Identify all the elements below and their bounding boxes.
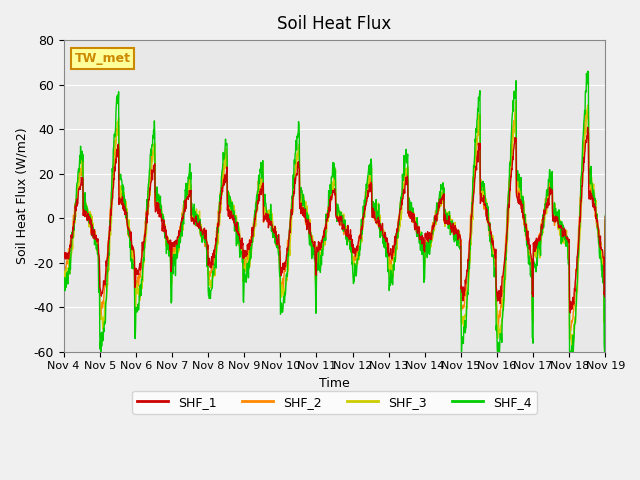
SHF_3 — [512, 98, 520, 104]
SHF_3 — [602, 218, 609, 224]
Text: TW_met: TW_met — [74, 52, 131, 65]
SHF_2 — [490, 249, 497, 255]
SHF_4 — [602, 213, 609, 218]
SHF_3 — [538, 235, 545, 240]
SHF_1 — [241, 251, 248, 257]
SHF_2 — [602, 217, 609, 223]
SHF_1 — [419, 233, 426, 239]
SHF_4 — [584, 68, 591, 74]
SHF_4 — [168, 300, 175, 306]
SHF_3 — [419, 247, 426, 252]
SHF_3 — [60, 276, 67, 282]
Line: SHF_2: SHF_2 — [63, 105, 605, 331]
Line: SHF_4: SHF_4 — [63, 71, 605, 351]
SHF_3 — [490, 251, 497, 257]
Legend: SHF_1, SHF_2, SHF_3, SHF_4: SHF_1, SHF_2, SHF_3, SHF_4 — [132, 391, 537, 414]
SHF_4 — [60, 280, 67, 286]
SHF_4 — [97, 348, 105, 354]
SHF_2 — [241, 254, 248, 260]
SHF_1 — [180, 209, 188, 215]
SHF_1 — [584, 124, 591, 130]
SHF_1 — [490, 238, 497, 244]
SHF_4 — [241, 278, 249, 284]
SHF_1 — [537, 231, 545, 237]
SHF_3 — [180, 211, 188, 216]
SHF_2 — [167, 274, 175, 279]
SHF_2 — [419, 244, 426, 250]
SHF_4 — [490, 252, 497, 258]
X-axis label: Time: Time — [319, 377, 350, 390]
SHF_1 — [602, 214, 609, 220]
SHF_1 — [566, 310, 574, 315]
SHF_2 — [584, 102, 591, 108]
SHF_4 — [538, 224, 545, 229]
Y-axis label: Soil Heat Flux (W/m2): Soil Heat Flux (W/m2) — [15, 128, 28, 264]
SHF_4 — [180, 199, 188, 205]
SHF_3 — [167, 284, 175, 290]
SHF_2 — [60, 262, 67, 268]
SHF_1 — [167, 269, 175, 275]
Line: SHF_3: SHF_3 — [63, 101, 605, 348]
SHF_3 — [568, 345, 575, 351]
SHF_2 — [537, 229, 545, 235]
SHF_2 — [567, 328, 575, 334]
SHF_1 — [60, 252, 67, 257]
SHF_4 — [419, 249, 427, 255]
SHF_3 — [241, 267, 248, 273]
SHF_2 — [180, 198, 188, 204]
Title: Soil Heat Flux: Soil Heat Flux — [277, 15, 392, 33]
Line: SHF_1: SHF_1 — [63, 127, 605, 312]
